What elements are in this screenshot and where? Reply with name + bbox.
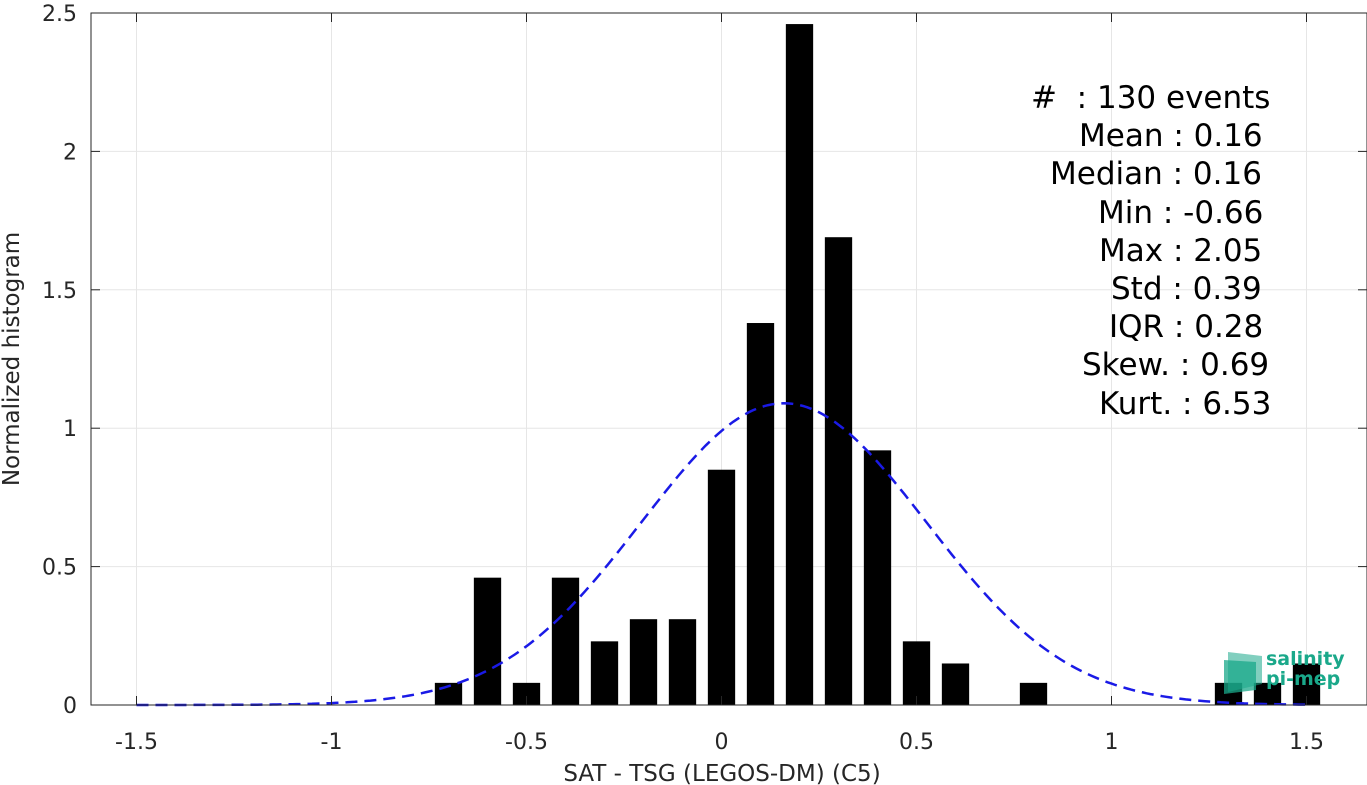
histogram-bar [512, 682, 541, 705]
histogram-bar [824, 237, 853, 705]
axis-ticks: -1.5 -1 -0.5 0 0.5 1 1.5 0 0.5 1 1.5 2 2.5 [42, 2, 1367, 755]
y-tick-label: 2.5 [42, 2, 77, 27]
logo-shape-icon [1224, 652, 1262, 694]
histogram-bar [668, 619, 697, 705]
y-axis-label: Normalized histogram [0, 232, 25, 486]
stat-median: Median : 0.16 [1050, 156, 1262, 192]
histogram-bar [1253, 682, 1282, 705]
stat-min: Min : -0.66 [1098, 195, 1264, 231]
logo-text-salinity: salinity [1266, 648, 1345, 670]
x-tick-label: 1.5 [1289, 730, 1324, 755]
x-tick-label: 0 [715, 730, 729, 755]
stat-mean: Mean : 0.16 [1079, 118, 1263, 154]
plot-frame [90, 12, 1367, 706]
histogram-bar [902, 641, 931, 705]
histogram-bar [551, 577, 580, 705]
salinity-pimep-logo: salinity pi-mep [1222, 648, 1347, 696]
y-tick-label: 2 [63, 140, 77, 165]
x-axis-label: SAT - TSG (LEGOS-DM) (C5) [563, 761, 880, 785]
y-tick-label: 1.5 [42, 279, 77, 304]
histogram-bar [629, 619, 658, 705]
y-tick-label: 1 [63, 417, 77, 442]
histogram-bar [473, 577, 502, 705]
histogram-bar [1019, 682, 1048, 705]
y-tick-label: 0 [63, 694, 77, 719]
y-tick-label: 0.5 [42, 556, 77, 581]
histogram-bar [707, 469, 736, 705]
stat-events: # : 130 events [1031, 80, 1271, 116]
histogram-bar [863, 450, 892, 705]
x-tick-label: 1 [1105, 730, 1119, 755]
stat-iqr: IQR : 0.28 [1109, 309, 1264, 345]
stat-std: Std : 0.39 [1111, 271, 1262, 307]
logo-text-pimep: pi-mep [1266, 668, 1341, 690]
x-tick-label: -1 [321, 730, 343, 755]
histogram-bar [746, 323, 775, 705]
histogram-bar [590, 641, 619, 705]
histogram-bar [785, 24, 814, 705]
x-tick-label: 0.5 [899, 730, 934, 755]
histogram-bars [434, 24, 1321, 705]
stat-skew: Skew. : 0.69 [1082, 347, 1270, 383]
x-tick-label: -0.5 [505, 730, 548, 755]
stat-max: Max : 2.05 [1099, 233, 1263, 269]
stat-kurt: Kurt. : 6.53 [1099, 386, 1272, 422]
histogram-bar [941, 663, 970, 705]
x-tick-label: -1.5 [115, 730, 158, 755]
